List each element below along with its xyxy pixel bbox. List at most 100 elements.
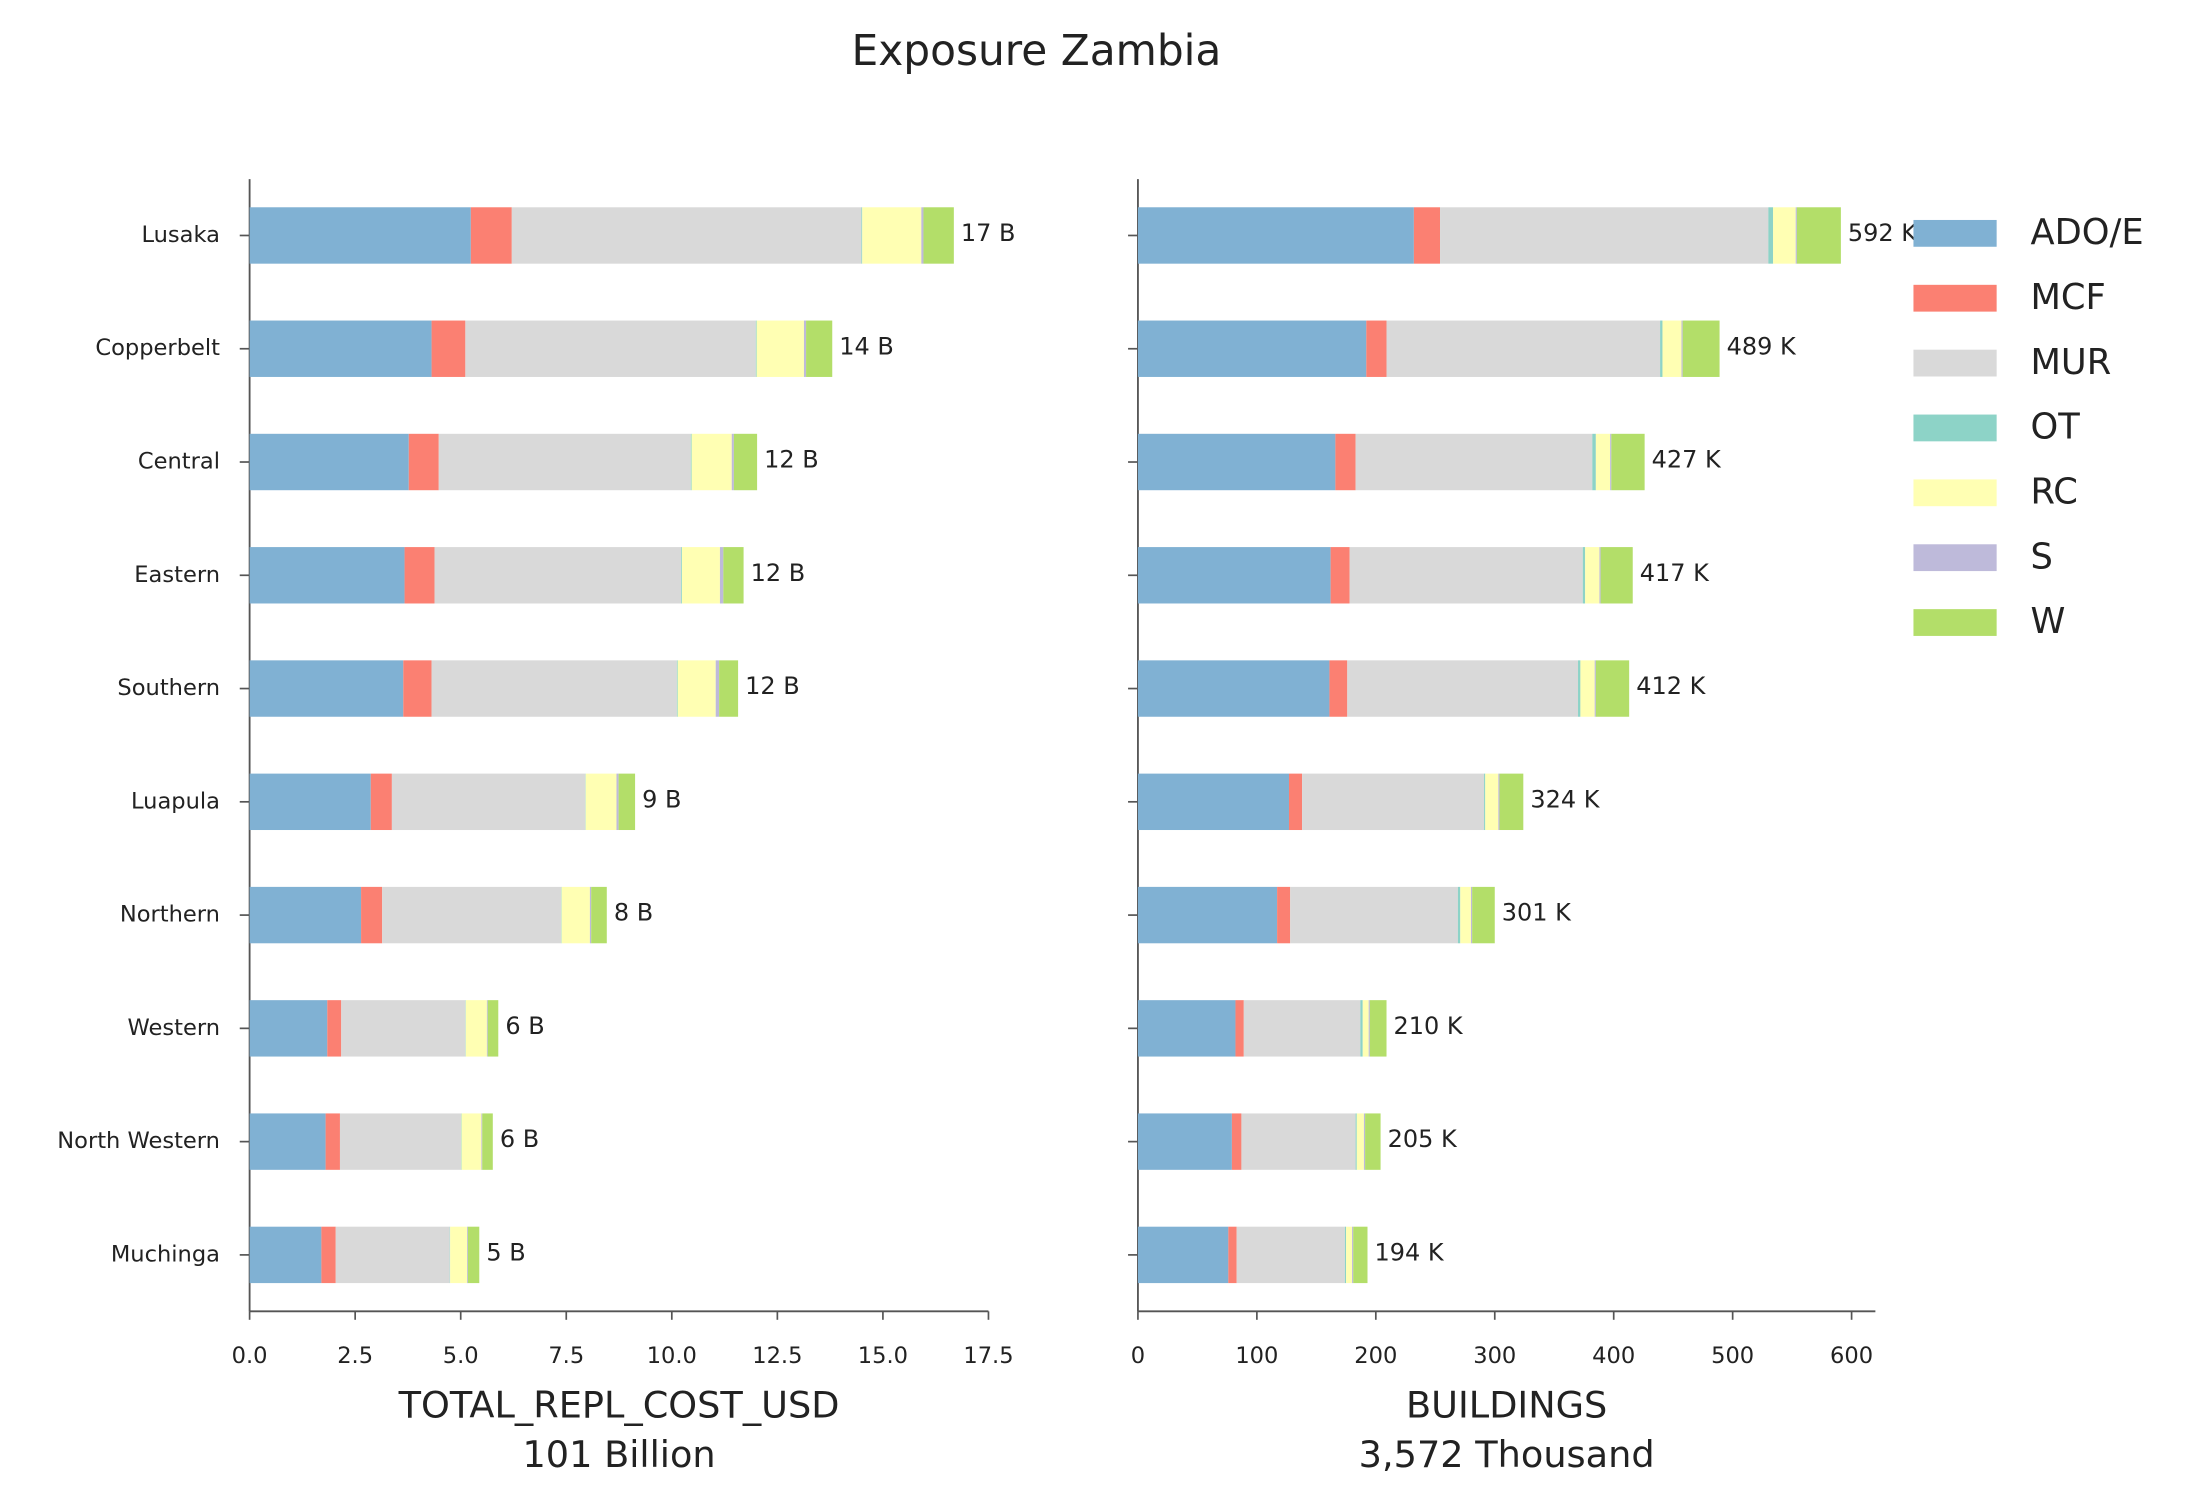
total-label: 592 K xyxy=(1848,219,1918,247)
bar-segment xyxy=(1595,433,1611,491)
bar-segment xyxy=(731,433,734,491)
bar-segment xyxy=(1366,320,1387,377)
bar-segment xyxy=(681,547,720,604)
legend-label: W xyxy=(2030,601,2065,642)
bar-segment xyxy=(733,433,758,491)
bar-segment xyxy=(1330,547,1350,604)
bar-segment xyxy=(1484,773,1486,831)
bar-segment xyxy=(1344,1226,1347,1284)
bar-segment xyxy=(1662,320,1682,377)
bar-segment xyxy=(1137,320,1367,377)
bar-segment xyxy=(723,547,744,604)
total-label: 12 B xyxy=(751,559,806,587)
bar-segment xyxy=(481,1113,483,1170)
bar-segment xyxy=(1137,1000,1236,1057)
bar-segment xyxy=(1353,1226,1368,1284)
bar-segment xyxy=(691,433,732,491)
legend-label: MUR xyxy=(2030,342,2111,383)
bar-segment xyxy=(861,207,863,264)
legend-swatch xyxy=(1913,544,1997,572)
bar-segment xyxy=(487,1000,499,1057)
bar-segment xyxy=(249,207,471,264)
bar-segment xyxy=(361,886,383,944)
bar-segment xyxy=(404,547,435,604)
bar-segment xyxy=(1460,886,1471,944)
chart-title: Exposure Zambia xyxy=(851,26,1221,75)
bar-segment xyxy=(1413,207,1441,264)
bar-segment xyxy=(249,1226,322,1284)
legend-swatch xyxy=(1913,479,1997,507)
bar-segment xyxy=(467,1226,480,1284)
bar-segment xyxy=(921,207,924,264)
x-tick-label: 400 xyxy=(1592,1343,1635,1369)
bar-segment xyxy=(1137,773,1289,831)
bar-segment xyxy=(1386,320,1661,377)
bar-segment xyxy=(249,660,404,717)
y-tick-label: Northern xyxy=(120,902,220,928)
bar-segment xyxy=(482,1113,493,1170)
bar-segment xyxy=(438,433,691,491)
bar-segment xyxy=(1355,1113,1357,1170)
x-tick-label: 5.0 xyxy=(443,1343,479,1369)
y-tick-label: Copperbelt xyxy=(95,335,220,361)
y-tick-label: Muchinga xyxy=(111,1241,220,1267)
bar-segment xyxy=(1231,1113,1242,1170)
bar-segment xyxy=(1137,1226,1229,1284)
bar-segment xyxy=(1485,773,1499,831)
bar-segment xyxy=(1368,1000,1370,1057)
bar-segment xyxy=(1277,886,1291,944)
bar-segment xyxy=(249,433,409,491)
legend-swatch xyxy=(1913,284,1997,312)
bar-segment xyxy=(1594,660,1596,717)
bar-segment xyxy=(1600,547,1633,604)
bar-segment xyxy=(1290,886,1458,944)
bar-segment xyxy=(681,547,682,604)
x-tick-label: 0.0 xyxy=(232,1343,268,1369)
bar-segment xyxy=(1592,433,1596,491)
bar-segment xyxy=(1137,886,1278,944)
x-tick-label: 500 xyxy=(1711,1343,1754,1369)
bar-segment xyxy=(1137,207,1414,264)
bar-segment xyxy=(561,886,590,944)
total-label: 17 B xyxy=(961,219,1016,247)
legend-label: RC xyxy=(2030,472,2077,513)
bar-segment xyxy=(1335,433,1356,491)
bar-segment xyxy=(325,1113,340,1170)
legend-label: MCF xyxy=(2030,277,2105,318)
bar-segment xyxy=(755,320,757,377)
bar-segment xyxy=(321,1226,336,1284)
bar-segment xyxy=(1582,547,1586,604)
bar-segment xyxy=(431,320,466,377)
bar-segment xyxy=(335,1226,450,1284)
bar-segment xyxy=(585,773,617,831)
total-label: 14 B xyxy=(839,332,894,360)
bar-segment xyxy=(1796,207,1841,264)
x-tick-label: 0 xyxy=(1131,1343,1145,1369)
bar-segment xyxy=(1347,660,1579,717)
bar-segment xyxy=(1288,773,1303,831)
bar-segment xyxy=(249,773,371,831)
bar-segment xyxy=(1498,773,1500,831)
total-label: 6 B xyxy=(505,1012,544,1040)
bar-segment xyxy=(1773,207,1796,264)
bar-segment xyxy=(1329,660,1348,717)
bar-segment xyxy=(461,1113,482,1170)
bar-segment xyxy=(1363,1113,1366,1170)
total-label: 12 B xyxy=(745,672,800,700)
bar-segment xyxy=(1349,547,1583,604)
bar-segment xyxy=(1585,547,1600,604)
x-tick-label: 17.5 xyxy=(963,1343,1013,1369)
bar-segment xyxy=(465,1000,487,1057)
bar-segment xyxy=(1578,660,1581,717)
bar-segment xyxy=(1682,320,1720,377)
y-tick-label: Luapula xyxy=(131,788,220,814)
bar-segment xyxy=(1472,886,1495,944)
bar-segment xyxy=(1795,207,1797,264)
bar-segment xyxy=(715,660,720,717)
bar-segment xyxy=(511,207,862,264)
total-label: 194 K xyxy=(1375,1238,1445,1266)
x-axis-label: TOTAL_REPL_COST_USD xyxy=(398,1384,840,1427)
bar-segment xyxy=(676,660,678,717)
